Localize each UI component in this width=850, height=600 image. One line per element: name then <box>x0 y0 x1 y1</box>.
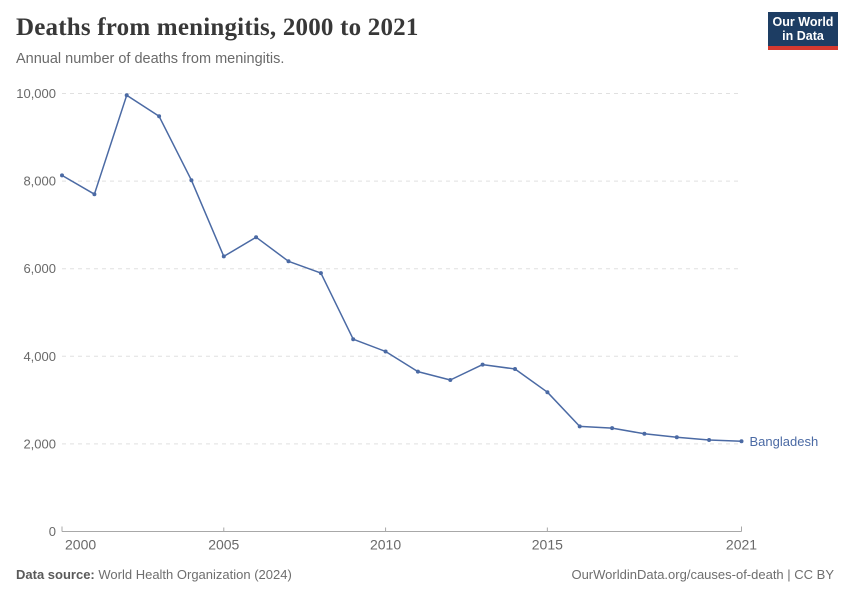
y-axis-tick-label-2000: 2,000 <box>23 436 56 451</box>
x-axis-tick-label-2021: 2021 <box>726 537 757 553</box>
data-source: Data source: World Health Organization (… <box>16 567 292 582</box>
data-point-2018[interactable] <box>642 431 647 436</box>
y-axis-tick-label-6000: 6,000 <box>23 261 56 276</box>
data-point-2007[interactable] <box>286 259 291 264</box>
data-point-2021[interactable] <box>739 439 744 444</box>
data-point-2017[interactable] <box>610 426 615 431</box>
data-point-2006[interactable] <box>254 235 259 240</box>
chart-header: Deaths from meningitis, 2000 to 2021 Ann… <box>16 14 750 67</box>
x-axis-tick-label-2000: 2000 <box>65 537 96 553</box>
chart-footer: Data source: World Health Organization (… <box>16 567 834 582</box>
series-line-bangladesh[interactable] <box>61 94 742 443</box>
y-axis-tick-label-8000: 8,000 <box>23 174 56 189</box>
page-subtitle: Annual number of deaths from meningitis. <box>16 51 285 67</box>
data-point-2012[interactable] <box>448 378 453 382</box>
data-point-2008[interactable] <box>318 271 323 276</box>
footer-citation: OurWorldinData.org/causes-of-death | CC … <box>571 567 834 582</box>
data-point-2014[interactable] <box>513 367 517 371</box>
data-point-2011[interactable] <box>415 369 420 374</box>
data-point-2004[interactable] <box>189 178 194 183</box>
owid-logo: Our World in Data <box>768 12 838 50</box>
data-point-2019[interactable] <box>674 435 679 440</box>
data-point-2009[interactable] <box>351 337 356 342</box>
series-end-label[interactable]: Bangladesh <box>750 434 819 449</box>
x-axis-tick-label-2010: 2010 <box>370 537 401 553</box>
data-point-2013[interactable] <box>480 362 485 367</box>
data-source-label: Data source: <box>16 567 95 582</box>
owid-logo-line1: Our World <box>772 15 834 29</box>
data-point-2003[interactable] <box>157 114 162 119</box>
x-axis-tick-label-2005: 2005 <box>208 537 239 553</box>
x-axis-tick-label-2015: 2015 <box>532 537 563 553</box>
y-axis-tick-label-0: 0 <box>49 524 56 539</box>
data-source-value: World Health Organization (2024) <box>98 567 292 582</box>
y-axis-tick-label-10000: 10,000 <box>16 86 56 101</box>
data-point-2016[interactable] <box>577 424 582 429</box>
data-point-2002[interactable] <box>124 93 129 98</box>
data-point-2000[interactable] <box>60 173 64 178</box>
data-point-2015[interactable] <box>545 390 550 395</box>
data-point-2005[interactable] <box>221 254 226 259</box>
y-axis-tick-label-4000: 4,000 <box>23 349 56 364</box>
page-title: Deaths from meningitis, 2000 to 2021 <box>16 14 419 41</box>
owid-logo-line2: in Data <box>782 29 824 43</box>
data-point-2010[interactable] <box>383 349 388 354</box>
data-point-2020[interactable] <box>707 438 712 442</box>
data-point-2001[interactable] <box>92 192 97 197</box>
